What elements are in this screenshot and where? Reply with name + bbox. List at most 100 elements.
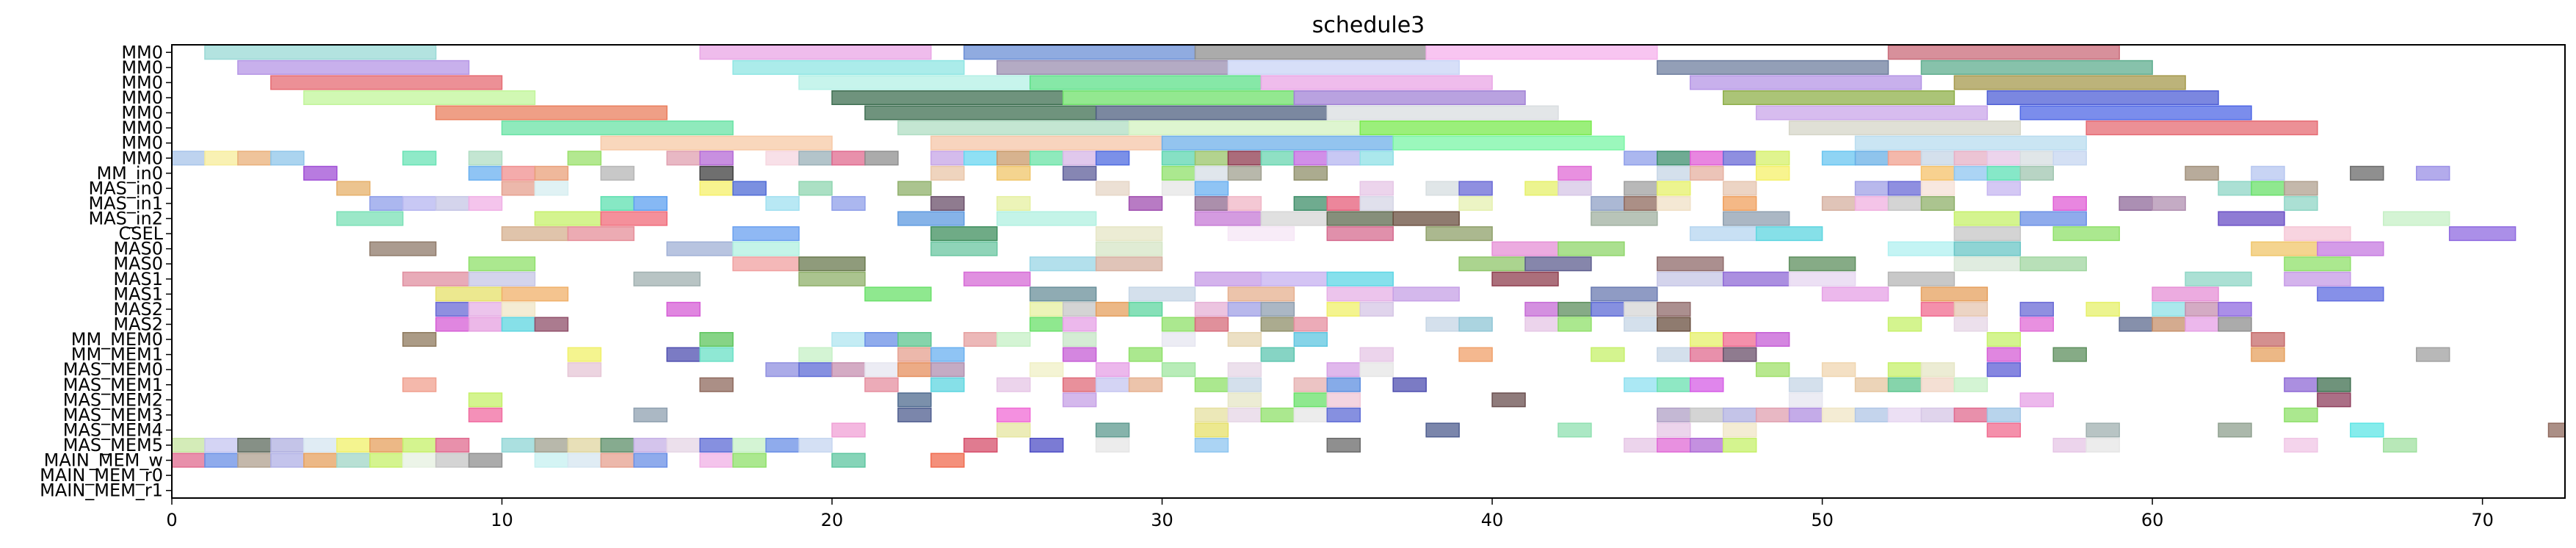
task-bar <box>963 151 998 166</box>
task-bar <box>1161 151 1196 166</box>
task-bar <box>633 437 668 453</box>
task-bar <box>1657 60 1889 75</box>
task-bar <box>1326 211 1394 226</box>
row-label: MAS1 <box>113 284 163 304</box>
task-bar <box>633 407 668 422</box>
task-bar <box>1227 165 1262 181</box>
task-bar <box>2317 286 2384 302</box>
task-bar <box>1458 195 1493 211</box>
task-bar <box>237 453 272 468</box>
task-bar <box>1788 256 1856 272</box>
x-tick-label: 60 <box>2141 510 2164 530</box>
task-bar <box>270 437 305 453</box>
task-bar <box>2052 195 2087 211</box>
task-bar <box>1194 165 1229 181</box>
task-bar <box>831 151 866 166</box>
task-bar <box>2284 407 2318 422</box>
task-bar <box>270 75 503 90</box>
task-bar <box>1887 241 1955 256</box>
task-bar <box>2019 165 2054 181</box>
task-bar <box>1788 120 2022 136</box>
task-bar <box>1128 301 1163 317</box>
task-bar <box>1920 181 1955 196</box>
task-bar <box>1491 241 1559 256</box>
task-bar <box>1095 362 1130 378</box>
task-bar <box>1128 377 1163 392</box>
task-bar <box>798 151 833 166</box>
task-bar <box>1062 301 1097 317</box>
task-bar <box>1194 301 1229 317</box>
task-bar <box>1095 377 1130 392</box>
task-bar <box>1722 195 1757 211</box>
task-bar <box>1128 195 1163 211</box>
task-bar <box>1095 151 1130 166</box>
task-bar <box>468 271 536 286</box>
task-bar <box>1690 226 1757 242</box>
task-bar <box>1722 332 1757 347</box>
task-bar <box>831 332 866 347</box>
task-bar <box>1722 271 1790 286</box>
task-bar <box>1722 422 1757 438</box>
task-bar <box>402 195 437 211</box>
task-bar <box>1095 105 1328 120</box>
task-bar <box>2284 377 2318 392</box>
task-bar <box>336 211 404 226</box>
task-bar <box>1755 226 1823 242</box>
task-bar <box>534 181 569 196</box>
task-bar <box>1095 301 1130 317</box>
task-bar <box>1260 271 1328 286</box>
task-bar <box>171 453 206 468</box>
task-bar <box>1458 317 1493 332</box>
task-bar <box>567 347 602 362</box>
task-bar <box>1788 392 1823 408</box>
task-bar <box>1029 301 1064 317</box>
task-bar <box>1986 181 2022 196</box>
task-bar <box>633 195 668 211</box>
task-bar <box>2019 301 2054 317</box>
task-bar <box>1326 271 1394 286</box>
row-label: MM0 <box>121 57 163 78</box>
plot-frame <box>171 44 2566 499</box>
task-bar <box>930 151 965 166</box>
task-bar <box>1293 90 1526 106</box>
task-bar <box>930 135 1163 151</box>
task-bar <box>2383 437 2417 453</box>
task-bar <box>2251 181 2285 196</box>
task-bar <box>501 165 536 181</box>
task-bar <box>2019 211 2087 226</box>
task-bar <box>2218 301 2252 317</box>
task-bar <box>435 317 470 332</box>
task-bar <box>1690 151 1724 166</box>
task-bar <box>1227 362 1262 378</box>
task-bar <box>1359 195 1394 211</box>
row-label: MAS_MEM4 <box>63 419 163 440</box>
task-bar <box>1624 377 1658 392</box>
task-bar <box>1690 407 1724 422</box>
task-bar <box>171 151 206 166</box>
task-bar <box>1557 165 1592 181</box>
task-bar <box>1128 347 1163 362</box>
task-bar <box>468 195 503 211</box>
task-bar <box>1029 256 1097 272</box>
task-bar <box>699 45 932 60</box>
task-bar <box>1722 181 1757 196</box>
task-bar <box>1722 90 1955 106</box>
task-bar <box>1657 271 1724 286</box>
task-bar <box>1062 377 1097 392</box>
task-bar <box>1359 301 1394 317</box>
task-bar <box>204 151 239 166</box>
task-bar <box>732 241 800 256</box>
task-bar <box>1624 437 1658 453</box>
task-bar <box>1887 317 1922 332</box>
task-bar <box>765 437 800 453</box>
task-bar <box>2019 317 2054 332</box>
task-bar <box>1953 151 1989 166</box>
x-tick-label: 70 <box>2471 510 2494 530</box>
task-bar <box>1557 241 1625 256</box>
task-bar <box>1920 286 1989 302</box>
task-bar <box>1953 211 2022 226</box>
task-bar <box>1591 211 1658 226</box>
task-bar <box>501 301 536 317</box>
task-bar <box>1227 60 1460 75</box>
task-bar <box>1359 362 1394 378</box>
